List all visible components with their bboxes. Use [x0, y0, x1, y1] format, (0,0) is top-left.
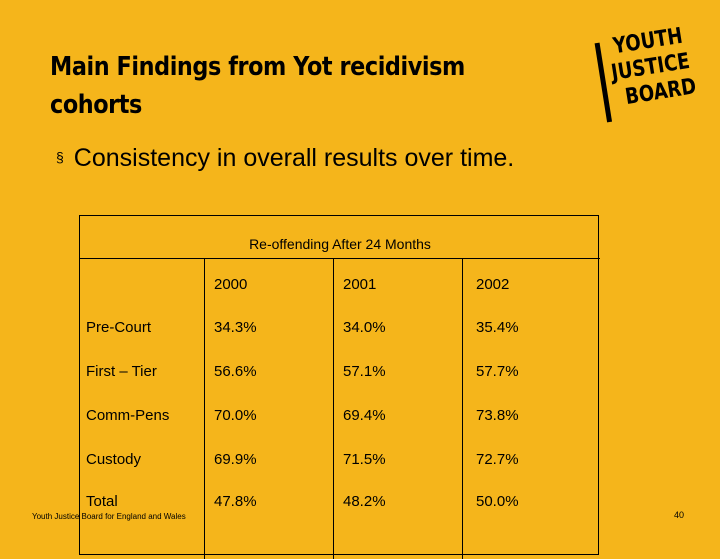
- table-cell: 35.4%: [476, 319, 519, 336]
- table-year-header: 2000: [214, 276, 248, 293]
- table-column-divider: [333, 259, 334, 559]
- table-cell: 73.8%: [476, 407, 519, 424]
- table-row-label: First – Tier: [86, 363, 157, 380]
- table-cell: 34.3%: [214, 319, 257, 336]
- table-cell: 34.0%: [343, 319, 386, 336]
- table-cell: 72.7%: [476, 451, 519, 468]
- youth-justice-board-logo: YOUTH JUSTICE BOARD: [588, 15, 699, 133]
- page-number: 40: [674, 510, 685, 520]
- table-cell: 71.5%: [343, 451, 386, 468]
- logo-bar: [594, 42, 613, 123]
- table-column-divider: [204, 259, 205, 559]
- table-caption: Re-offending After 24 Months: [80, 216, 600, 259]
- table-cell: 47.8%: [214, 493, 257, 510]
- bullet-text: Consistency in overall results over time…: [73, 144, 515, 172]
- slide-title-line-1: Main Findings from Yot recidivism: [50, 52, 465, 82]
- bullet-point: § Consistency in overall results over tim…: [56, 142, 514, 173]
- table-cell: 69.9%: [214, 451, 257, 468]
- table-cell: 57.7%: [476, 363, 519, 380]
- table-row-label: Total: [86, 493, 118, 510]
- table-row-label: Pre-Court: [86, 319, 152, 336]
- bullet-marker-icon: §: [56, 149, 64, 165]
- footer-organisation: Youth Justice Board for England and Wale…: [32, 512, 186, 521]
- table-row-label: Comm-Pens: [86, 407, 170, 424]
- slide-title: Main Findings from Yot recidivism cohort…: [50, 48, 480, 124]
- table-row-label: Custody: [86, 451, 142, 468]
- table-cell: 50.0%: [476, 493, 519, 510]
- reoffending-table: Re-offending After 24 Months: [79, 215, 600, 559]
- table-cell: 69.4%: [343, 407, 386, 424]
- table-cell: 70.0%: [214, 407, 257, 424]
- table-year-header: 2002: [476, 276, 510, 293]
- table-cell: 48.2%: [343, 493, 386, 510]
- table-cell: 56.6%: [214, 363, 257, 380]
- table-cell: 57.1%: [343, 363, 386, 380]
- slide-title-line-2: cohorts: [50, 90, 142, 120]
- table-year-header: 2001: [343, 276, 377, 293]
- table-column-divider: [462, 259, 463, 559]
